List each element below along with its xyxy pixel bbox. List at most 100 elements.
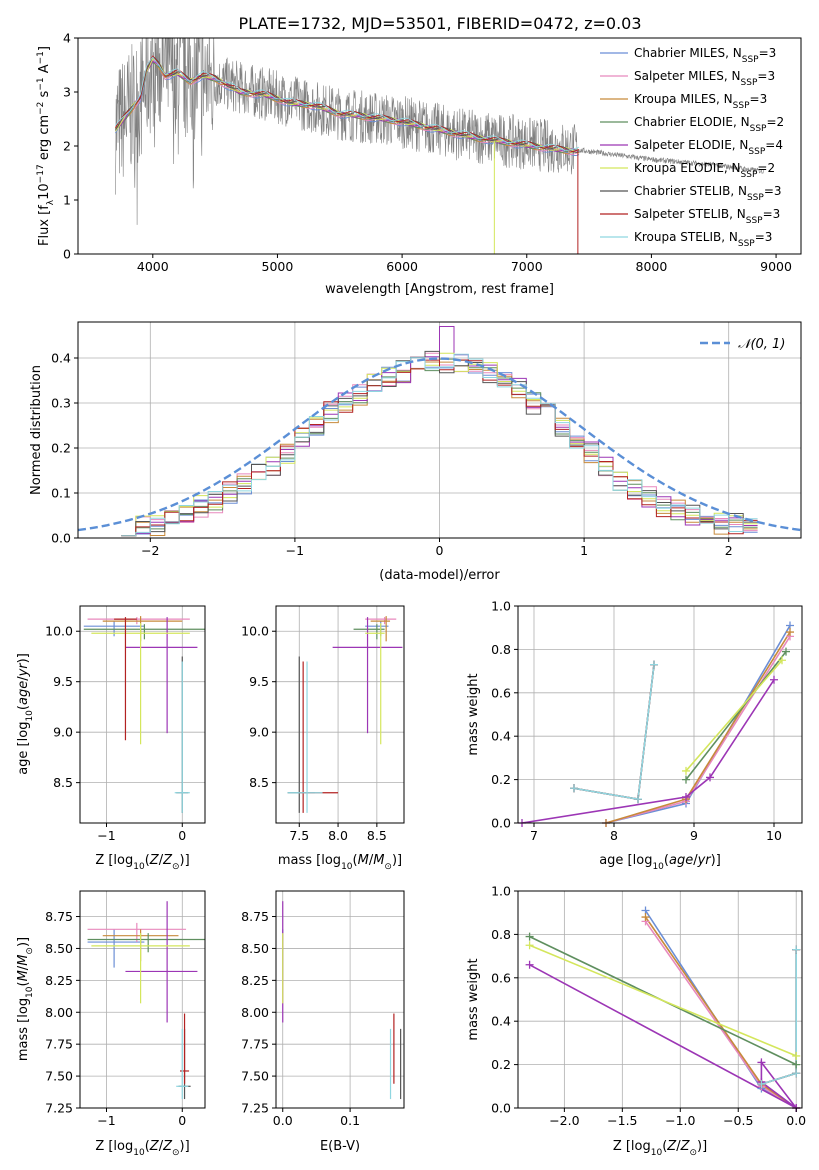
age-vs-Z-frame [79, 605, 206, 824]
hist-series-step [121, 326, 758, 537]
spectrum-xtick-label: 6000 [386, 259, 418, 274]
spectrum-legend-entry: Kroupa ELODIE, NSSP=2 [634, 161, 775, 180]
spectrum-ytick-label: 0 [63, 247, 71, 262]
mass-weight-vs-Z-series-line [529, 944, 797, 1057]
mass-weight-vs-age-ytick-label: 0.2 [491, 772, 511, 787]
mass-vs-Z-xtick-label: −1 [97, 1113, 115, 1128]
mass-vs-ebv-ytick-label: 8.75 [241, 909, 269, 924]
mass-weight-vs-age-series-marker [782, 647, 790, 656]
mass-weight-vs-age-series-marker [770, 675, 778, 684]
age-vs-mass-ytick-label: 9.0 [249, 725, 269, 740]
age-vs-Z-xtick-label: 0 [178, 828, 186, 843]
mass-weight-vs-age-ytick-label: 0.0 [491, 816, 511, 831]
mass-weight-vs-Z-axes-plot-area [518, 891, 802, 1108]
mass-vs-ebv-ytick-label: 7.25 [241, 1101, 269, 1116]
mass-weight-vs-age-ytick-label: 1.0 [491, 599, 511, 614]
mass-weight-vs-Z-ytick-label: 0.6 [491, 970, 511, 985]
mass-weight-vs-Z-series-line [761, 949, 797, 1085]
mass-weight-vs-age-xtick-label: 8 [610, 828, 618, 843]
spectrum-legend-entry: Chabrier ELODIE, NSSP=2 [634, 115, 784, 134]
spectrum-xtick-label: 8000 [636, 259, 668, 274]
mass-weight-vs-age-xtick-label: 9 [690, 828, 698, 843]
hist-axes: −2 −1 0 1 2 0.0 0.1 0.2 0.3 0.4 (data-model)/error… [29, 321, 802, 583]
age-vs-mass-xtick-label: 7.5 [289, 828, 309, 843]
mass-weight-vs-age-xtick-label: 10 [766, 828, 782, 843]
spectrum-xtick-label: 7000 [511, 259, 543, 274]
mass-weight-vs-age-xlabel: age [log10(age/yr)] [599, 853, 721, 872]
mass-weight-vs-Z-series-marker [525, 932, 534, 941]
spectrum-xtick-label: 5000 [262, 259, 294, 274]
mass-weight-vs-age-series-marker [682, 792, 690, 801]
mass-weight-vs-age-series-marker [634, 795, 642, 804]
age-vs-mass-ytick-label: 8.5 [249, 775, 269, 790]
mass-vs-Z-ytick-label: 8.00 [45, 1005, 73, 1020]
hist-ytick-label: 0.2 [51, 441, 71, 456]
spectrum-xlabel: wavelength [Angstrom, rest frame] [325, 282, 554, 297]
hist-xtick-label: −2 [141, 543, 159, 558]
age-vs-mass-xtick-label: 8.5 [367, 828, 387, 843]
mass-weight-vs-Z-xlabel: Z [log10(Z/Z⊙)] [613, 1139, 707, 1158]
hist-ytick-label: 0.3 [51, 396, 71, 411]
mass-weight-vs-age-axes-plot-area [518, 606, 802, 823]
spectrum-xtick-label: 9000 [760, 259, 792, 274]
mass-weight-vs-Z-series-marker [792, 1051, 801, 1060]
mass-vs-ebv-ytick-label: 7.75 [241, 1037, 269, 1052]
spectrum-legend-entry: Salpeter MILES, NSSP=3 [634, 69, 775, 88]
mass-weight-vs-age-ylabel: mass weight [466, 673, 481, 755]
mass-vs-ebv-xtick-label: 0.1 [340, 1113, 360, 1128]
mass-weight-vs-age-series-marker [682, 775, 690, 784]
hist-xtick-label: 0 [436, 543, 444, 558]
mass-weight-vs-Z-xtick-label: −0.5 [723, 1113, 753, 1128]
mass-vs-Z-frame [79, 890, 206, 1109]
spectrum-xtick-label: 4000 [137, 259, 169, 274]
mass-weight-vs-age-series-line [685, 651, 787, 781]
spectrum-legend-entry: Chabrier MILES, NSSP=3 [634, 46, 776, 65]
mass-vs-Z-axes-plot-area [80, 891, 205, 1108]
mass-vs-ebv-axes-plot-area [276, 891, 404, 1108]
mass-vs-ebv-ytick-label: 8.25 [241, 973, 269, 988]
mass-weight-vs-Z-series-marker [525, 941, 534, 950]
spectrum-legend-entry: Salpeter ELODIE, NSSP=4 [634, 138, 783, 157]
mass-weight-vs-age-series-marker [650, 660, 658, 669]
mass-vs-ebv-ytick-label: 7.50 [241, 1069, 269, 1084]
hist-axes-plot-area [78, 322, 801, 538]
spectrum-axes: 4000 5000 6000 7000 8000 9000 0 1 2 3 4 wavelength … [36, 31, 802, 297]
mass-vs-Z-ytick-label: 8.75 [45, 909, 73, 924]
mass-weight-vs-Z-xtick-label: −2.0 [549, 1113, 579, 1128]
spectrum-model-line [115, 56, 580, 151]
age-vs-mass-axes-plot-area [276, 606, 404, 823]
mass-weight-vs-age-ytick-label: 0.6 [491, 685, 511, 700]
mass-weight-vs-Z-frame [517, 890, 803, 1109]
mass-weight-vs-Z-series-marker [525, 960, 534, 969]
age-vs-mass-ytick-label: 9.5 [249, 674, 269, 689]
mass-weight-vs-Z-ytick-label: 1.0 [491, 884, 511, 899]
mass-weight-vs-Z-series-marker [792, 945, 801, 954]
spectrum-model-line [115, 58, 580, 154]
spectrum-model-line [115, 55, 580, 152]
spectrum-legend-entry: Kroupa MILES, NSSP=3 [634, 92, 767, 111]
mass-weight-vs-Z-series-marker [757, 1080, 766, 1089]
mass-weight-vs-Z-ytick-label: 0.2 [491, 1057, 511, 1072]
mass-weight-vs-Z-xtick-label: 0.0 [786, 1113, 806, 1128]
mass-weight-vs-age-frame [517, 605, 803, 824]
mass-weight-vs-Z-axes: −2.0 −1.5 −1.0 −0.5 0.0 0.0 0.2 0.4 0.6 0.8 1.0 mas… [466, 884, 806, 1159]
hist-series-step [121, 353, 758, 537]
mass-weight-vs-Z-xtick-label: −1.5 [607, 1113, 637, 1128]
mass-vs-Z-ytick-label: 7.75 [45, 1037, 73, 1052]
mass-vs-Z-axes: −1 0 7.25 7.50 7.75 8.00 8.25 8.50 8.75 Z [log10(… [16, 890, 206, 1158]
mass-vs-ebv-xtick-label: 0.0 [273, 1113, 293, 1128]
mass-vs-ebv-ytick-label: 8.50 [241, 941, 269, 956]
age-vs-mass-frame [275, 605, 405, 824]
mass-weight-vs-Z-ylabel: mass weight [466, 958, 481, 1040]
mass-weight-vs-Z-series-marker [641, 913, 650, 922]
mass-weight-vs-Z-series-line [761, 949, 797, 1085]
mass-weight-vs-age-axes: 7 8 9 10 0.0 0.2 0.4 0.6 0.8 1.0 mass weight age [l… [466, 599, 803, 872]
mass-weight-vs-age-series-marker [570, 784, 578, 793]
mass-weight-vs-age-series-marker [706, 773, 714, 782]
mass-weight-vs-age-series-marker [778, 656, 786, 665]
hist-ylabel: Normed distribution [29, 365, 44, 495]
age-vs-Z-axes-plot-area [80, 606, 205, 823]
mass-weight-vs-Z-series-line [529, 964, 797, 1108]
mass-weight-vs-age-series-line [605, 631, 791, 823]
